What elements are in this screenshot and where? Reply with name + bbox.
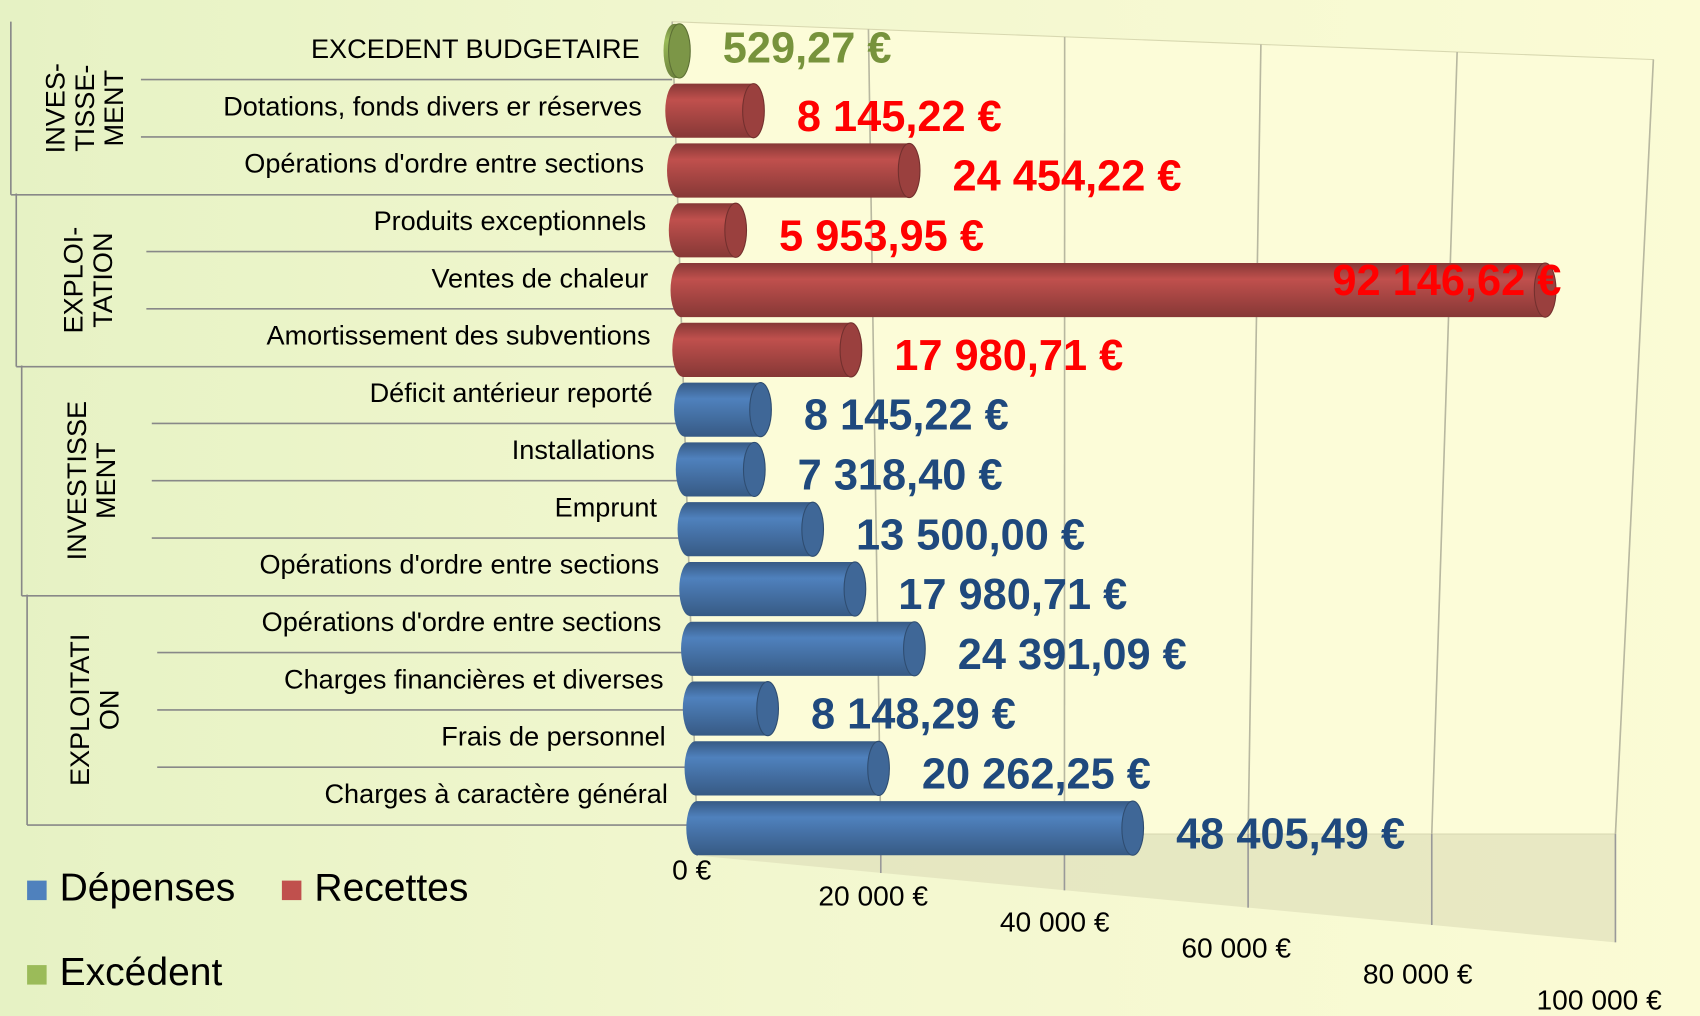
legend-label: Recettes	[314, 867, 468, 910]
group-label: MENT	[90, 442, 121, 519]
legend-label: Dépenses	[60, 867, 236, 910]
value-label: 17 980,71 €	[898, 571, 1127, 619]
bar-end	[724, 202, 748, 258]
bar-end	[867, 740, 890, 797]
group-label: MENT	[98, 70, 129, 147]
bar	[667, 143, 920, 198]
category-label: Dotations, fonds divers er réserves	[223, 90, 642, 121]
bar-end	[742, 441, 766, 498]
value-label: 8 145,22 €	[797, 93, 1002, 141]
legend-swatch	[281, 880, 302, 901]
bar-end	[839, 322, 863, 378]
bar-end	[897, 142, 921, 199]
category-label: Emprunt	[555, 491, 658, 522]
grid-line	[1614, 59, 1655, 835]
category-label: Charges financières et diverses	[284, 663, 663, 694]
bar	[674, 382, 772, 437]
category-label: Produits exceptionnels	[374, 205, 647, 236]
bar	[679, 561, 866, 617]
category-label: Opérations d'ordre entre sections	[262, 606, 662, 637]
category-label: Amortissement des subventions	[267, 320, 651, 351]
category-label: Charges à caractère général	[325, 778, 668, 809]
x-tick-label: 0 €	[672, 853, 712, 885]
category-label: Opérations d'ordre entre sections	[259, 549, 659, 580]
bar	[681, 621, 926, 676]
category-label: Installations	[512, 434, 655, 465]
bar	[677, 502, 824, 557]
group-label: TATION	[87, 232, 118, 327]
value-label: 8 148,29 €	[811, 691, 1016, 739]
legend-swatch	[27, 880, 47, 901]
bar-end	[1121, 800, 1145, 856]
value-label: 24 391,09 €	[958, 631, 1187, 679]
value-label: 20 262,25 €	[922, 751, 1151, 799]
bar-end	[742, 83, 765, 139]
category-label: EXCEDENT BUDGETAIRE	[311, 33, 640, 64]
value-label: 17 980,71 €	[894, 332, 1123, 380]
category-label: Déficit antérieur reporté	[370, 377, 653, 408]
category-label: Opérations d'ordre entre sections	[244, 148, 644, 179]
legend-swatch	[27, 965, 47, 985]
grid-line	[1430, 51, 1458, 835]
x-tick-label: 40 000 €	[1000, 905, 1110, 937]
bar-end	[801, 501, 825, 557]
category-label: Frais de personnel	[441, 721, 665, 752]
bar	[682, 681, 779, 736]
legend-label: Excédent	[60, 951, 223, 994]
group-label: EXPLOI-	[57, 227, 88, 334]
value-label: 24 454,22 €	[953, 153, 1182, 201]
value-label: 8 145,22 €	[804, 392, 1009, 440]
group-label: ON	[93, 690, 124, 731]
bar	[665, 83, 765, 138]
bar-end	[903, 621, 926, 677]
x-tick-label: 60 000 €	[1181, 931, 1291, 963]
bar	[686, 801, 1144, 856]
bar-end	[843, 561, 867, 617]
value-label: 48 405,49 €	[1176, 810, 1405, 858]
grid-line	[1247, 44, 1262, 835]
bar-end	[1533, 262, 1557, 318]
value-label: 13 500,00 €	[856, 511, 1085, 559]
value-label: 7 318,40 €	[798, 452, 1003, 500]
group-label: INVESTISSE	[61, 401, 92, 560]
bar	[670, 262, 1556, 318]
x-tick-label: 100 000 €	[1537, 983, 1663, 1015]
bar-end	[749, 382, 772, 438]
value-label: 92 146,62 €	[1332, 257, 1561, 305]
group-label: EXPLOITATI	[64, 634, 95, 786]
bar	[684, 741, 890, 796]
category-label: Ventes de chaleur	[431, 262, 648, 293]
x-tick-label: 20 000 €	[818, 879, 928, 911]
x-tick-label: 80 000 €	[1363, 957, 1473, 989]
chart-floor	[697, 834, 1616, 943]
value-label: 529,27 €	[723, 24, 892, 72]
bar-end	[756, 680, 780, 737]
group-label: TISSE-	[69, 65, 100, 152]
bar-end	[668, 23, 691, 79]
bar	[675, 442, 766, 497]
bar	[672, 322, 862, 377]
value-label: 5 953,95 €	[779, 212, 984, 260]
group-label: INVES-	[40, 63, 71, 153]
